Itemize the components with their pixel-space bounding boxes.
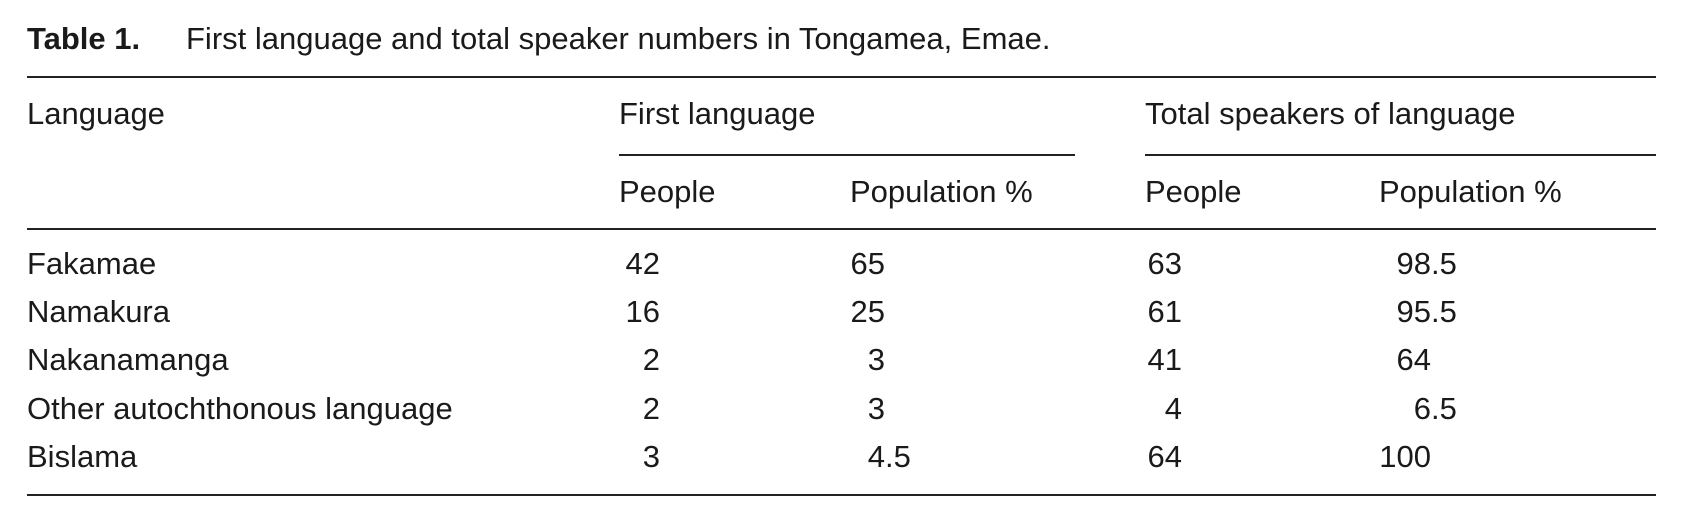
header-language: Language bbox=[27, 96, 165, 131]
header-group: Total speakers of language bbox=[1145, 96, 1516, 131]
row-label: Namakura bbox=[27, 294, 171, 329]
cell-value: 63 bbox=[1148, 246, 1182, 281]
cell-value: 41 bbox=[1148, 342, 1182, 377]
cell-value: 42 bbox=[626, 246, 660, 281]
cell-value: 4 bbox=[1165, 391, 1182, 426]
cell-value: 3 bbox=[868, 342, 885, 377]
cell-value: 64 bbox=[1397, 342, 1431, 377]
cell-value: 100 bbox=[1379, 439, 1431, 474]
cell-value: 64 bbox=[1148, 439, 1182, 474]
row-label: Other autochthonous language bbox=[27, 391, 453, 426]
caption-label: Table 1. bbox=[27, 21, 140, 56]
cell-value: 61 bbox=[1148, 294, 1182, 329]
row-label: Fakamae bbox=[27, 246, 156, 281]
cell-value: 95.5 bbox=[1397, 294, 1457, 329]
subheader: People bbox=[619, 174, 716, 209]
cell-value: 16 bbox=[626, 294, 660, 329]
subheader: Population % bbox=[850, 174, 1033, 209]
cell-value: 2 bbox=[643, 342, 660, 377]
cell-value: 98.5 bbox=[1397, 246, 1457, 281]
cell-value: 6.5 bbox=[1414, 391, 1457, 426]
cell-value: 2 bbox=[643, 391, 660, 426]
header-group: First language bbox=[619, 96, 815, 131]
subheader: Population % bbox=[1379, 174, 1562, 209]
cell-value: 25 bbox=[851, 294, 885, 329]
caption-text: First language and total speaker numbers… bbox=[186, 21, 1051, 56]
row-label: Bislama bbox=[27, 439, 138, 474]
cell-value: 4.5 bbox=[868, 439, 911, 474]
cell-value: 3 bbox=[868, 391, 885, 426]
cell-value: 3 bbox=[643, 439, 660, 474]
row-label: Nakanamanga bbox=[27, 342, 229, 377]
subheader: People bbox=[1145, 174, 1242, 209]
cell-value: 65 bbox=[851, 246, 885, 281]
